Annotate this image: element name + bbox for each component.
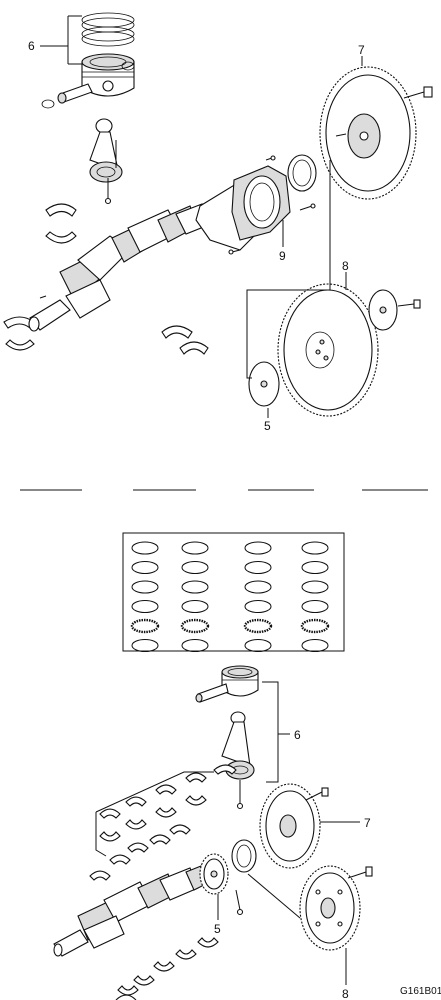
piston [81, 53, 135, 97]
callout-label: 6 [28, 39, 35, 53]
lower-callouts: 6 7 5 8 [214, 728, 371, 1000]
piston-ring [131, 600, 159, 613]
piston-ring [131, 580, 159, 594]
upper-assembly: 6 7 9 8 5 [3, 12, 433, 433]
piston-ring [131, 541, 159, 555]
callout-label: 5 [264, 419, 271, 433]
connecting-rod [89, 118, 123, 205]
piston-ring [301, 580, 329, 594]
lower-crankshaft [53, 863, 211, 957]
piston-rings [81, 12, 135, 47]
callout-label: 7 [358, 43, 365, 57]
piston-ring [131, 561, 159, 574]
piston-ring [301, 541, 329, 555]
ring-grid [130, 541, 330, 652]
piston-ring [181, 600, 209, 613]
piston-ring [181, 541, 209, 555]
piston-ring [181, 639, 209, 652]
snap-rings [41, 61, 135, 109]
callout-label: 7 [364, 816, 371, 830]
piston-ring [244, 541, 272, 555]
callout-label: 8 [342, 259, 349, 273]
lower-piston [195, 665, 259, 703]
spacer-plate [248, 361, 280, 407]
upper-leader-lines [40, 15, 363, 418]
lower-connecting-rod [213, 711, 255, 810]
crankshaft [28, 203, 207, 332]
piston-ring [301, 561, 329, 574]
piston-ring [181, 561, 209, 574]
piston-ring-set-box [122, 532, 345, 652]
piston-ring [244, 580, 272, 594]
piston-ring [180, 618, 210, 634]
lower-leader-lines [217, 681, 360, 985]
lower-main-bearing-shells [89, 824, 219, 1000]
piston-ring [181, 580, 209, 594]
drive-plate-adapter [368, 289, 421, 331]
callout-label: 9 [279, 249, 286, 263]
piston-ring [301, 639, 329, 652]
piston-pin [57, 83, 93, 104]
figure-code: G161B01 [400, 986, 441, 997]
rod-bearing-shells [95, 771, 214, 857]
rear-oil-seal [287, 154, 317, 192]
rear-seal-housing [195, 155, 316, 255]
piston-ring [244, 600, 272, 613]
callout-label: 6 [294, 728, 301, 742]
piston-ring [243, 618, 273, 634]
lower-drive-plate-gear [299, 865, 373, 951]
piston-ring [244, 561, 272, 574]
piston-ring [130, 618, 160, 634]
piston-ring [244, 639, 272, 652]
piston-ring [301, 600, 329, 613]
drive-plate [277, 283, 379, 417]
lower-assembly: 6 7 5 8 [53, 665, 373, 1000]
flywheel [319, 66, 433, 200]
crankshaft-timing-gear [199, 853, 244, 916]
piston-ring [131, 639, 159, 652]
upper-callouts: 6 7 9 8 5 [28, 39, 365, 433]
lower-flywheel-gear [259, 783, 329, 869]
callout-label: 5 [214, 922, 221, 936]
lower-oil-seal [231, 839, 257, 873]
piston-ring [300, 618, 330, 634]
callout-label: 8 [342, 987, 349, 1000]
